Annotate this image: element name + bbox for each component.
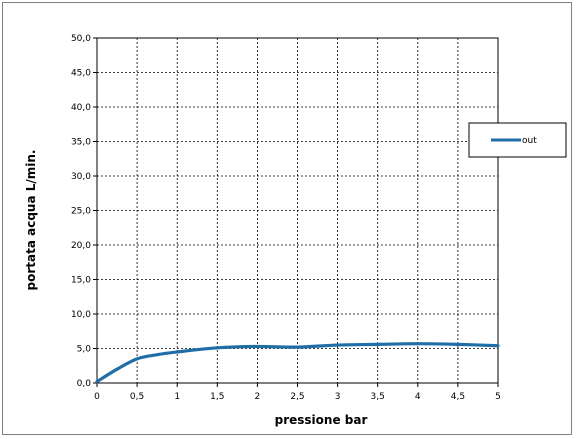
x-tick-label: 0,5 — [130, 392, 144, 402]
x-tick-label: 2 — [255, 392, 261, 402]
series-layer — [95, 342, 500, 384]
grid-layer — [97, 38, 498, 383]
y-tick-label: 25,0 — [71, 207, 91, 217]
y-tick-label: 20,0 — [71, 241, 91, 251]
y-tick-label: 30,0 — [71, 172, 91, 182]
legend-label-out: out — [522, 136, 537, 146]
x-axis-title: pressione bar — [275, 413, 368, 427]
x-tick-label: 3 — [335, 392, 341, 402]
x-tick-label: 1 — [174, 392, 180, 402]
x-tick-label: 4,5 — [451, 392, 465, 402]
y-tick-label: 45,0 — [71, 69, 91, 79]
y-axis-title: portata acqua L/min. — [24, 150, 38, 291]
x-tick-label: 3,5 — [371, 392, 385, 402]
y-tick-label: 15,0 — [71, 276, 91, 286]
x-tick-label: 2,5 — [290, 392, 304, 402]
series-line-out — [95, 342, 500, 384]
x-tick-label: 5 — [495, 392, 501, 402]
x-tick-label: 4 — [415, 392, 421, 402]
legend: out — [468, 122, 567, 158]
y-tick-label: 50,0 — [71, 34, 91, 44]
x-tick-label: 0 — [94, 392, 100, 402]
y-tick-label: 40,0 — [71, 103, 91, 113]
x-tick-label: 1,5 — [210, 392, 224, 402]
y-tick-label: 0,0 — [77, 379, 92, 389]
y-tick-label: 5,0 — [77, 345, 92, 355]
y-tick-label: 35,0 — [71, 138, 91, 148]
tick-layer: 0,05,010,015,020,025,030,035,040,045,050… — [71, 34, 501, 402]
y-tick-label: 10,0 — [71, 310, 91, 320]
